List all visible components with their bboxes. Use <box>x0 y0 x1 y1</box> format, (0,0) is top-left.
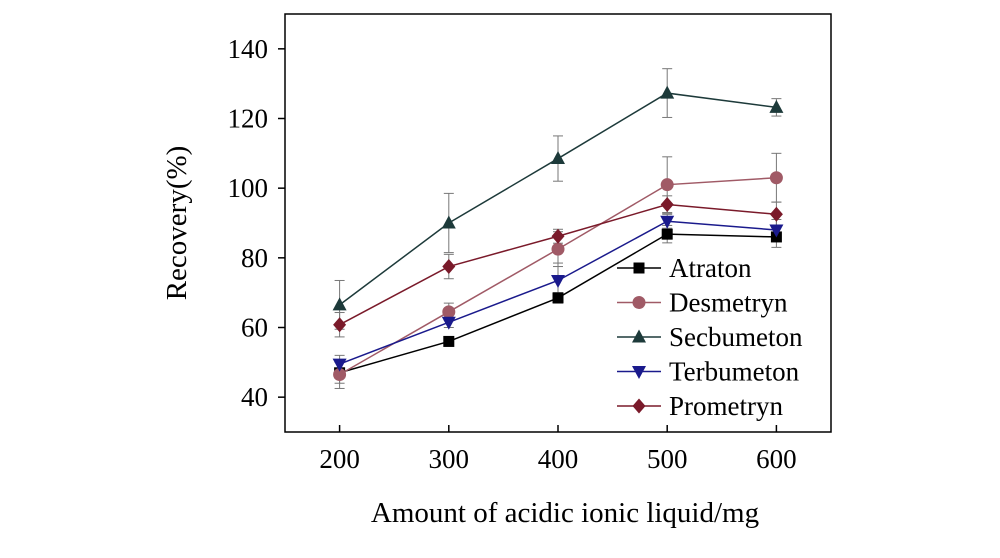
y-axis-title: Recovery(%) <box>161 146 193 301</box>
legend-prometryn-marker <box>632 398 646 414</box>
x-axis-title: Amount of acidic ionic liquid/mg <box>371 497 759 529</box>
desmetryn-marker <box>442 305 456 319</box>
desmetryn-marker <box>769 171 783 185</box>
x-tick-label: 400 <box>538 444 579 474</box>
secbumeton-marker <box>660 85 675 99</box>
terbumeton-marker <box>660 215 675 229</box>
legend: Atraton Desmetryn Secbumeton Terbumeton Prom… <box>617 253 803 421</box>
terbumeton-marker <box>769 224 784 238</box>
prometryn-marker <box>769 206 783 222</box>
secbumeton-marker <box>332 297 347 311</box>
prometryn-marker <box>551 228 565 244</box>
terbumeton-marker <box>441 316 456 330</box>
y-tick-label: 80 <box>241 243 268 273</box>
legend-terbumeton-marker <box>632 366 646 379</box>
legend-desmetryn-marker <box>632 296 646 309</box>
secbumeton-marker <box>551 151 565 165</box>
atraton-marker <box>552 292 564 304</box>
legend-atraton-label: Atraton <box>669 253 752 283</box>
legend-terbumeton-label: Terbumeton <box>669 357 800 387</box>
x-tick-label: 200 <box>319 444 360 474</box>
prometryn-marker <box>333 317 347 333</box>
secbumeton-marker <box>441 215 456 229</box>
y-axis-ticks: 40 60 80 100 120 140 <box>228 34 285 412</box>
legend-desmetryn-label: Desmetryn <box>669 288 788 318</box>
x-tick-label: 600 <box>756 444 797 474</box>
legend-prometryn-label: Prometryn <box>669 391 783 421</box>
atraton-marker <box>661 228 673 240</box>
terbumeton-marker <box>551 274 565 288</box>
prometryn-marker <box>442 259 456 275</box>
legend-atraton-marker <box>633 262 645 274</box>
x-axis-ticks: 200 300 400 500 600 <box>319 425 797 474</box>
desmetryn-marker <box>551 242 565 256</box>
y-tick-label: 100 <box>228 173 269 203</box>
desmetryn-marker <box>660 178 674 192</box>
x-tick-label: 500 <box>647 444 688 474</box>
series-markers <box>332 85 784 382</box>
x-tick-label: 300 <box>429 444 470 474</box>
atraton-marker <box>443 335 455 347</box>
y-tick-label: 140 <box>228 34 269 64</box>
y-tick-label: 120 <box>228 104 269 134</box>
legend-secbumeton-label: Secbumeton <box>669 322 803 352</box>
prometryn-marker <box>660 197 674 213</box>
terbumeton-marker <box>332 358 347 372</box>
y-tick-label: 60 <box>241 313 268 343</box>
secbumeton-marker <box>769 99 784 113</box>
y-tick-label: 40 <box>241 382 268 412</box>
desmetryn-marker <box>333 368 347 382</box>
legend-secbumeton-marker <box>632 329 646 343</box>
